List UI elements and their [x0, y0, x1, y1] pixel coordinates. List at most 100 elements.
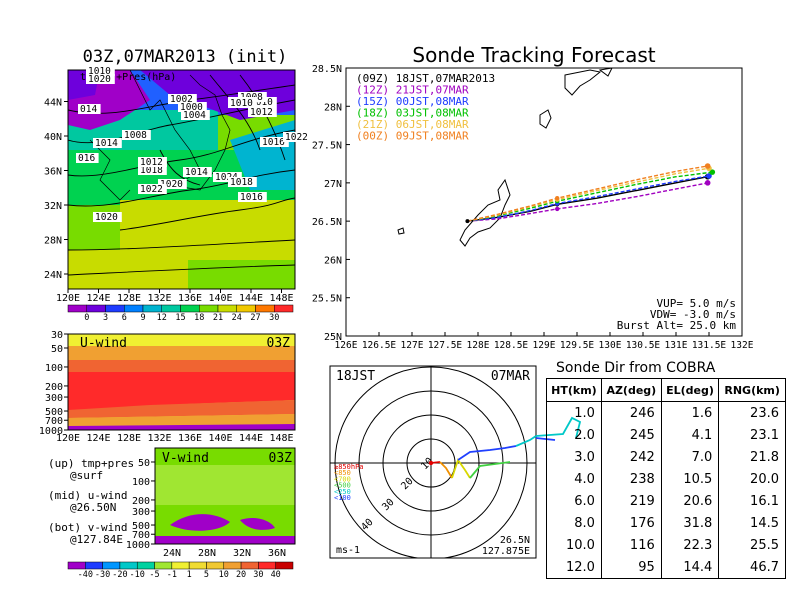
wind-colorbar-label: 20	[236, 570, 246, 580]
table-cell: 242	[600, 446, 662, 468]
isobar-label-bg	[228, 177, 257, 187]
uwind-title: U-wind	[80, 336, 127, 351]
wind-colorbar-cell	[85, 561, 103, 570]
isobar-label: 1018	[138, 165, 167, 176]
isobar-label-text: 1002	[170, 94, 193, 105]
vwind-pressure-label: 500	[132, 521, 150, 532]
note-line-1: (mid) u-wind	[48, 489, 127, 502]
isobar-label-bg	[178, 102, 207, 112]
track-lon-label: 126.5E	[362, 340, 397, 351]
track-lat-label: 27N	[324, 179, 342, 190]
isobar-label-text: 016	[78, 153, 95, 164]
isobar-label-bg	[238, 192, 267, 202]
isobar-label: 1022	[283, 132, 312, 143]
track-legend-entry: (00Z) 09JST,08MAR	[356, 130, 469, 143]
isobar-label-text: 1020	[88, 74, 111, 85]
wind-colorbar-label: 40	[271, 570, 281, 580]
track-legend: (09Z) 18JST,07MAR2013(12Z) 21JST,07MAR(1…	[356, 72, 495, 143]
isobar-label-bg	[78, 104, 101, 114]
table-cell: 20.0	[718, 468, 786, 490]
isobar-label: 016	[76, 153, 99, 164]
table-row: 1.0 246 1.6 23.6	[546, 401, 786, 424]
table-cell: 238	[600, 468, 662, 490]
note-line-2: @26.50N	[70, 501, 116, 514]
map-lon-label: 136E	[178, 293, 202, 304]
isobar-label-text: 1018	[230, 177, 253, 188]
map-lat-label: 44N	[44, 98, 62, 109]
table-row: 6.0 219 20.6 16.1	[546, 490, 786, 512]
vwind-lat-label: 24N	[163, 548, 181, 559]
temp-colorbar-cell	[199, 304, 219, 313]
sonde-dir-header-row: HT(km) AZ(deg) EL(deg) RNG(km)	[546, 378, 786, 402]
table-cell: 16.1	[718, 490, 786, 512]
polar-legend: ≥850hPa<850<700<500<250<100	[334, 463, 364, 502]
vwind-section: V-wind 03Z	[154, 447, 296, 545]
track-lon-label: 129.5E	[560, 340, 595, 351]
isobar-label-text: 1008	[124, 130, 147, 141]
track-launch-point	[465, 219, 470, 224]
vwind-lat-label: 32N	[233, 548, 251, 559]
uwind-pressure-label: 1000	[39, 426, 63, 437]
table-cell: 4.1	[660, 424, 720, 446]
uwind-time: 03Z	[267, 336, 291, 351]
isobar-label: 1010	[86, 66, 115, 77]
track-lat-label: 25.5N	[312, 294, 342, 305]
isobar-label-text: 1012	[250, 107, 273, 118]
track-lon-ticks: 126E 126.5E 127E 127.5E 128E 128.5E 129E 129.5E…	[335, 332, 754, 351]
isobar-label: 1014	[183, 167, 212, 178]
track-lat-label: 27.5N	[312, 141, 342, 152]
isobar-label-bg	[93, 138, 122, 148]
track-lon-label: 126E	[335, 340, 358, 351]
panel-notes: (up) tmp+pres@surf (mid) u-wind@26.50N (bo…	[48, 457, 134, 546]
isobar-label: 1022	[138, 184, 167, 195]
isobar-label-bg	[93, 212, 122, 222]
track-end-point	[704, 180, 711, 186]
polar-label-right: 07MAR	[491, 369, 530, 384]
sonde-dir-header: HT(km)	[546, 378, 602, 402]
uwind-lon-label: 148E	[269, 433, 293, 444]
track-lon-label: 129E	[533, 340, 556, 351]
left-title: 03Z,07MAR2013 (init)	[83, 47, 288, 67]
polar-origin-marker	[428, 460, 434, 466]
table-cell: 14.4	[660, 556, 720, 579]
isobar-label-bg	[260, 137, 289, 147]
wind-colorbar-cell	[67, 561, 86, 570]
vwind-lat-label: 28N	[198, 548, 216, 559]
vwind-pressure-label: 100	[132, 477, 150, 488]
table-cell: 20.6	[660, 490, 720, 512]
table-cell: 21.8	[718, 446, 786, 468]
polar-legend-entry: <500	[334, 482, 351, 490]
uwind-section: U-wind 03Z	[67, 333, 296, 431]
map-lat-label: 40N	[44, 132, 62, 143]
isobar-label: 014	[78, 104, 101, 115]
isobar-label-text: 1020	[95, 212, 118, 223]
table-cell: 246	[600, 401, 662, 424]
table-row: 4.0 238 10.5 20.0	[546, 468, 786, 490]
temp-colorbar-label: 6	[122, 313, 127, 323]
wind-colorbar-cell	[206, 561, 225, 570]
table-cell: 116	[600, 534, 662, 556]
track-title: Sonde Tracking Forecast	[412, 43, 655, 67]
table-cell: 14.5	[718, 512, 786, 534]
wind-colorbar-label: 10	[219, 570, 229, 580]
isobar-label-bg	[86, 74, 115, 84]
isobar-label-text: 1014	[95, 138, 118, 149]
wind-colorbar: -40 -30 -20 -10 -5 -1 1 5 10 20 30 40	[67, 561, 294, 580]
temp-colorbar-cell	[105, 304, 125, 313]
isobar-label-text: 1014	[185, 167, 208, 178]
isobar-label-text: 1004	[183, 110, 206, 121]
temp-colorbar-label: 30	[269, 313, 279, 323]
uwind-lon-ticks: 120E 124E 128E 132E 136E 140E 144E 148E	[56, 433, 294, 444]
sonde-dir-header: EL(deg)	[660, 378, 720, 402]
map-lat-label: 24N	[44, 270, 62, 281]
vwind-lat-label: 36N	[268, 548, 286, 559]
map-legend-label: tmp(C)+Pres(hPa)	[80, 72, 176, 83]
track-line	[467, 175, 710, 222]
wind-colorbar-cell	[119, 561, 138, 570]
temp-colorbar-label: 12	[157, 313, 167, 323]
track-lon-label: 127E	[401, 340, 424, 351]
wind-colorbar-label: 1	[187, 570, 192, 580]
